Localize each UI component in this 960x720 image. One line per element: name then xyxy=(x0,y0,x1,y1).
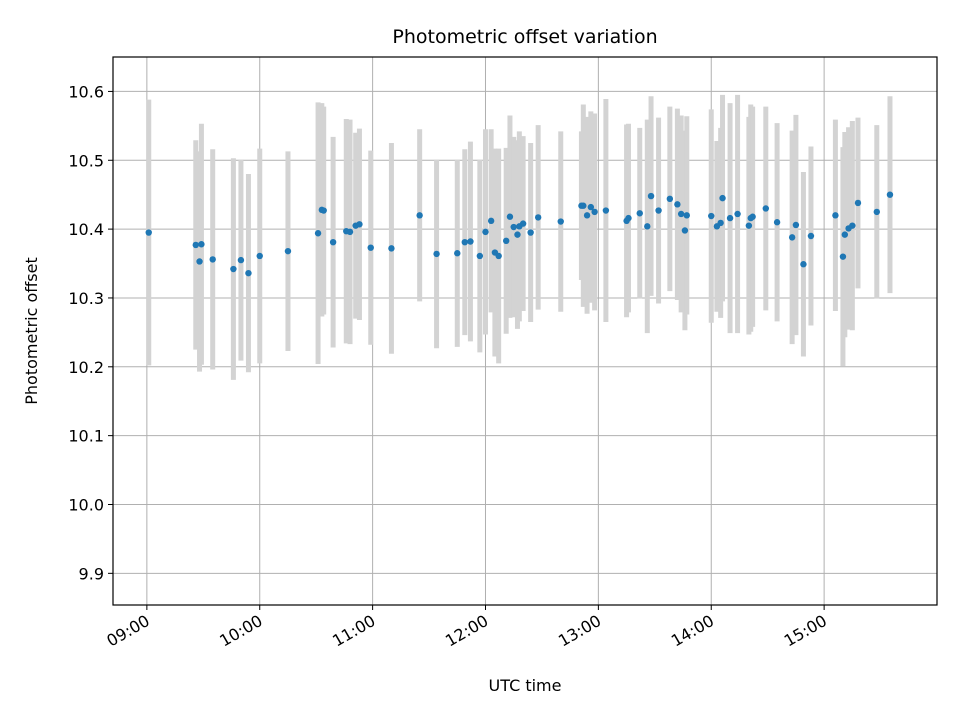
data-point xyxy=(346,228,354,236)
data-point xyxy=(198,241,205,248)
data-point xyxy=(854,199,862,207)
data-point xyxy=(625,214,632,222)
data-point xyxy=(886,191,894,198)
data-point xyxy=(873,208,880,216)
data-point xyxy=(719,194,726,202)
y-tick-label: 10.2 xyxy=(68,358,104,377)
y-axis-label: Photometric offset xyxy=(22,257,41,405)
data-point xyxy=(502,237,510,245)
data-point xyxy=(773,219,781,226)
data-point xyxy=(749,213,756,220)
data-point xyxy=(433,250,440,258)
data-point xyxy=(708,212,715,220)
data-point xyxy=(256,252,263,260)
data-point xyxy=(666,195,674,203)
y-tick-label: 10.3 xyxy=(68,289,104,308)
data-point xyxy=(644,223,651,230)
chart-title: Photometric offset variation xyxy=(392,26,657,48)
data-point xyxy=(461,238,468,246)
data-point xyxy=(636,210,643,217)
data-point xyxy=(587,203,595,211)
y-tick-label: 10.5 xyxy=(68,151,104,170)
data-point xyxy=(681,227,689,234)
data-point xyxy=(476,252,484,260)
data-point xyxy=(734,210,741,218)
data-point xyxy=(314,230,322,237)
data-point xyxy=(807,232,815,240)
data-point xyxy=(487,217,495,225)
data-point xyxy=(655,207,662,214)
data-point xyxy=(495,252,502,260)
data-point xyxy=(745,222,753,229)
data-point xyxy=(482,228,489,236)
data-point xyxy=(230,265,237,273)
plot-area-frame xyxy=(112,56,938,606)
data-point xyxy=(237,256,245,264)
data-point xyxy=(557,218,564,225)
data-point xyxy=(762,205,770,212)
data-point xyxy=(416,212,423,219)
data-points xyxy=(145,191,894,277)
y-tick-label: 10.4 xyxy=(68,220,104,239)
data-point xyxy=(583,212,591,219)
data-point xyxy=(454,250,461,257)
data-point xyxy=(510,223,517,231)
data-point xyxy=(506,213,514,220)
data-point xyxy=(602,207,610,214)
data-point xyxy=(849,222,856,229)
data-point xyxy=(800,261,807,268)
data-point xyxy=(196,258,203,265)
data-point xyxy=(683,212,690,219)
data-point xyxy=(192,241,199,249)
data-point xyxy=(591,208,598,216)
data-point xyxy=(674,201,681,208)
data-point xyxy=(580,202,587,209)
data-point xyxy=(839,253,847,260)
y-tick-label: 10.1 xyxy=(68,427,104,446)
data-point xyxy=(284,247,292,255)
data-point xyxy=(209,256,216,263)
y-tick-label: 10.6 xyxy=(68,82,104,101)
data-point xyxy=(792,221,800,229)
data-point xyxy=(788,234,796,241)
data-point xyxy=(145,229,152,236)
data-point xyxy=(841,231,849,238)
data-point xyxy=(647,192,655,200)
data-point xyxy=(356,221,363,228)
data-point xyxy=(717,219,724,227)
y-tick-label: 10.0 xyxy=(68,495,104,514)
data-point xyxy=(519,220,527,227)
data-point xyxy=(527,229,534,236)
data-point xyxy=(467,238,474,245)
data-point xyxy=(388,245,395,252)
data-point xyxy=(832,212,839,219)
x-axis-label: UTC time xyxy=(489,676,562,695)
data-point xyxy=(726,214,734,222)
data-point xyxy=(245,269,252,277)
y-tick-label: 9.9 xyxy=(79,564,104,583)
data-point xyxy=(329,238,337,246)
data-point xyxy=(534,214,542,221)
data-point xyxy=(514,231,521,238)
data-point xyxy=(677,210,685,218)
data-point xyxy=(320,207,327,214)
y-axis-ticks: 9.9 10.0 10.1 10.2 10.3 10.4 10.5 10.6 xyxy=(68,82,113,583)
data-point xyxy=(367,244,374,251)
